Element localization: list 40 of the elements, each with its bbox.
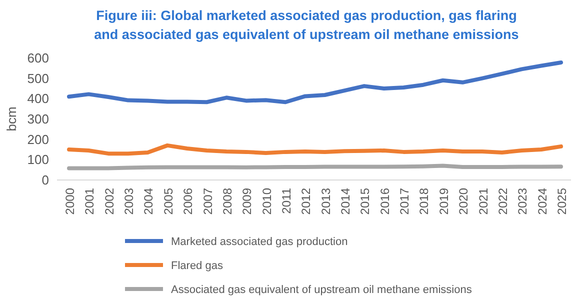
x-tick-label: 2022 bbox=[496, 188, 510, 215]
y-tick-label: 500 bbox=[27, 70, 49, 86]
y-tick-label: 100 bbox=[27, 152, 49, 168]
x-tick-label: 2023 bbox=[516, 188, 530, 215]
legend-label: Marketed associated gas production bbox=[171, 236, 348, 248]
x-tick-label: 2018 bbox=[417, 188, 432, 215]
x-tick-label: 2010 bbox=[260, 188, 274, 215]
chart-title: Figure iii: Global marketed associated gas production, gas flaring and associated gas equivalent of upstream oil methane emissions bbox=[94, 8, 519, 42]
x-tick-label: 2007 bbox=[200, 188, 215, 215]
legend-label: Flared gas bbox=[171, 260, 224, 272]
x-tick-label: 2013 bbox=[318, 188, 333, 215]
y-tick-label: 600 bbox=[27, 50, 49, 66]
y-tick-label: 400 bbox=[27, 91, 49, 106]
x-tick-label: 2003 bbox=[122, 188, 136, 215]
y-axis-title: bcm bbox=[4, 106, 19, 132]
y-tick-label: 200 bbox=[27, 132, 49, 147]
legend-label: Associated gas equivalent of upstream oil methane emissions bbox=[171, 284, 472, 296]
x-tick-label: 2011 bbox=[279, 188, 294, 214]
x-tick-label: 2002 bbox=[102, 188, 116, 215]
line-series bbox=[67, 60, 563, 104]
line-series bbox=[67, 143, 563, 156]
x-tick-label: 2014 bbox=[338, 188, 353, 215]
y-tick-label: 0 bbox=[42, 172, 49, 188]
x-tick-label: 2020 bbox=[456, 188, 471, 215]
x-tick-label: 2004 bbox=[142, 188, 156, 215]
x-tick-label: 2012 bbox=[299, 188, 314, 215]
x-tick-label: 2000 bbox=[63, 188, 77, 215]
x-tick-label: 2019 bbox=[436, 188, 451, 215]
x-tick-label: 2016 bbox=[378, 188, 392, 215]
x-tick-label: 2015 bbox=[358, 188, 372, 215]
x-tick-label: 2021 bbox=[476, 188, 490, 215]
x-tick-label: 2017 bbox=[398, 188, 412, 215]
x-tick-label: 2005 bbox=[161, 188, 176, 215]
x-tick-label: 2024 bbox=[535, 188, 550, 215]
x-tick-label: 2001 bbox=[82, 188, 97, 215]
x-tick-label: 2009 bbox=[240, 188, 254, 215]
x-tick-label: 2025 bbox=[555, 188, 569, 215]
x-tick-label: 2006 bbox=[181, 188, 196, 215]
x-tick-label: 2008 bbox=[220, 188, 234, 215]
y-tick-label: 300 bbox=[27, 112, 49, 127]
